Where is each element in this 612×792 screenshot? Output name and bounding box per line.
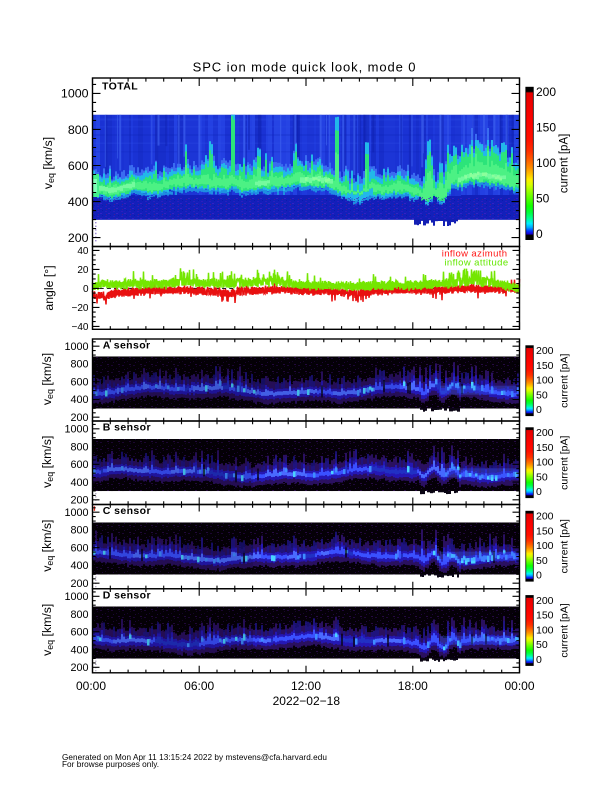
- svg-text:0: 0: [536, 654, 542, 666]
- svg-text:600: 600: [70, 543, 88, 555]
- svg-text:1000: 1000: [61, 87, 89, 101]
- svg-text:800: 800: [70, 441, 88, 453]
- svg-text:400: 400: [68, 195, 89, 209]
- svg-text:800: 800: [70, 609, 88, 621]
- svg-text:D sensor: D sensor: [103, 589, 151, 601]
- svg-text:C sensor: C sensor: [103, 505, 151, 517]
- svg-text:800: 800: [70, 525, 88, 537]
- svg-text:150: 150: [536, 120, 556, 134]
- svg-text:angle [°]: angle [°]: [42, 265, 56, 310]
- svg-text:50: 50: [536, 639, 548, 651]
- svg-text:200: 200: [70, 662, 88, 674]
- svg-text:600: 600: [70, 377, 88, 389]
- svg-text:400: 400: [70, 644, 88, 656]
- svg-text:800: 800: [70, 359, 88, 371]
- svg-text:1000: 1000: [64, 507, 88, 519]
- svg-text:1000: 1000: [64, 424, 88, 436]
- svg-text:40: 40: [77, 246, 89, 257]
- svg-text:Generated on Mon Apr 11 13:15:: Generated on Mon Apr 11 13:15:24 2022 by…: [62, 753, 327, 762]
- svg-text:inflow azimuth: inflow azimuth: [442, 248, 508, 259]
- svg-text:1000: 1000: [64, 591, 88, 603]
- svg-text:50: 50: [536, 555, 548, 567]
- svg-text:2022−02−18: 2022−02−18: [273, 694, 341, 708]
- svg-text:−20: −20: [72, 303, 89, 314]
- svg-text:200: 200: [70, 495, 88, 507]
- svg-text:current [pA]: current [pA]: [559, 353, 571, 407]
- svg-text:150: 150: [536, 442, 554, 454]
- svg-text:400: 400: [70, 394, 88, 406]
- svg-text:0: 0: [536, 486, 542, 498]
- svg-text:100: 100: [536, 540, 554, 552]
- svg-text:B sensor: B sensor: [103, 422, 151, 434]
- svg-text:150: 150: [536, 610, 554, 622]
- svg-text:current [pA]: current [pA]: [559, 519, 571, 573]
- svg-text:50: 50: [536, 389, 548, 401]
- svg-text:100: 100: [536, 625, 554, 637]
- svg-text:1000: 1000: [64, 341, 88, 353]
- svg-text:18:00: 18:00: [398, 679, 428, 693]
- svg-text:150: 150: [536, 525, 554, 537]
- svg-text:100: 100: [536, 457, 554, 469]
- svg-text:current [pA]: current [pA]: [559, 435, 571, 489]
- svg-text:current [pA]: current [pA]: [559, 134, 571, 193]
- svg-text:For browse purposes only.: For browse purposes only.: [62, 760, 159, 769]
- svg-text:current [pA]: current [pA]: [559, 603, 571, 657]
- svg-text:400: 400: [70, 477, 88, 489]
- svg-text:0: 0: [536, 570, 542, 582]
- svg-text:600: 600: [70, 627, 88, 639]
- svg-text:0: 0: [536, 404, 542, 416]
- svg-text:SPC ion mode quick look, mode: SPC ion mode quick look, mode 0: [193, 59, 417, 74]
- svg-text:50: 50: [536, 471, 548, 483]
- svg-text:100: 100: [536, 156, 556, 170]
- svg-text:12:00: 12:00: [291, 679, 321, 693]
- svg-text:inflow attitude: inflow attitude: [444, 258, 508, 269]
- svg-text:200: 200: [536, 85, 556, 99]
- svg-text:200: 200: [536, 595, 554, 607]
- svg-text:100: 100: [536, 375, 554, 387]
- svg-text:200: 200: [70, 412, 88, 424]
- svg-text:0: 0: [536, 227, 543, 241]
- svg-text:150: 150: [536, 360, 554, 372]
- svg-text:06:00: 06:00: [184, 679, 214, 693]
- svg-text:−40: −40: [72, 322, 89, 333]
- svg-text:200: 200: [536, 345, 554, 357]
- svg-text:0: 0: [83, 284, 89, 295]
- svg-text:veq [km/s]: veq [km/s]: [41, 137, 56, 189]
- svg-text:20: 20: [77, 265, 89, 276]
- svg-text:A sensor: A sensor: [103, 340, 151, 352]
- svg-text:TOTAL: TOTAL: [102, 81, 138, 93]
- svg-text:00:00: 00:00: [76, 679, 106, 693]
- svg-text:200: 200: [536, 511, 554, 523]
- svg-text:400: 400: [70, 560, 88, 572]
- svg-text:600: 600: [68, 159, 89, 173]
- svg-text:200: 200: [68, 231, 89, 245]
- svg-text:200: 200: [70, 578, 88, 590]
- svg-text:600: 600: [70, 459, 88, 471]
- svg-text:50: 50: [536, 191, 550, 205]
- svg-text:800: 800: [68, 123, 89, 137]
- svg-text:200: 200: [536, 427, 554, 439]
- svg-text:00:00: 00:00: [504, 679, 534, 693]
